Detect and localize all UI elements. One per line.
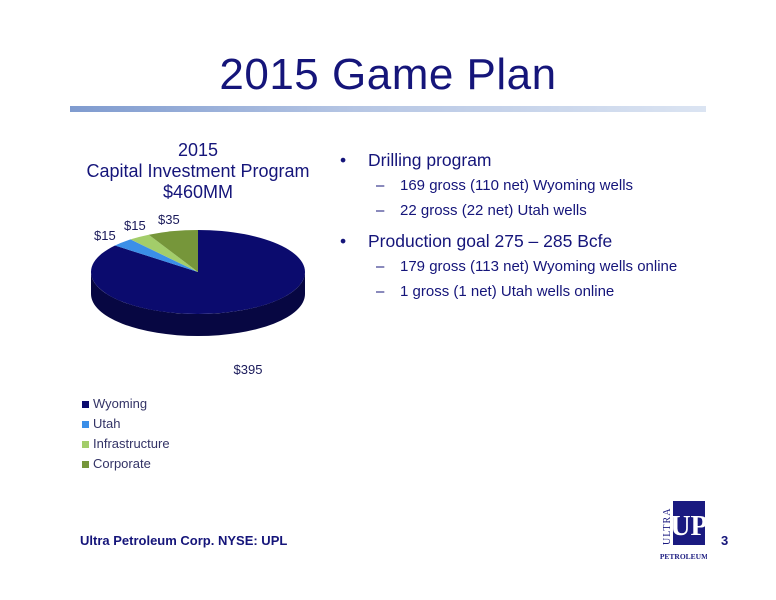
title-divider xyxy=(70,106,706,112)
logo-petroleum-text: PETROLEUM xyxy=(660,552,707,561)
footer-company: Ultra Petroleum Corp. NYSE: UPL xyxy=(80,533,288,548)
page-number: 3 xyxy=(721,533,729,548)
bullet-item: • Drilling program xyxy=(340,150,760,171)
legend-item-wyoming: Wyoming xyxy=(82,394,170,414)
pie-slice-side-wyoming xyxy=(91,272,305,336)
legend-label-infrastructure: Infrastructure xyxy=(93,436,170,451)
bullet-text: Production goal 275 – 285 Bcfe xyxy=(368,231,613,251)
bullet-item: • Production goal 275 – 285 Bcfe xyxy=(340,231,760,252)
pie-slice-infrastructure xyxy=(130,234,198,272)
slide-title: 2015 Game Plan xyxy=(219,50,557,99)
sub-bullet-text: 179 gross (113 net) Wyoming wells online xyxy=(400,258,678,275)
sub-bullet-text: 169 gross (110 net) Wyoming wells xyxy=(400,177,634,194)
legend-swatch-utah xyxy=(82,420,89,428)
pie-slice-utah xyxy=(114,239,198,272)
sub-bullet-text: 22 gross (22 net) Utah wells xyxy=(400,202,587,219)
legend-item-corporate: Corporate xyxy=(82,454,170,474)
pie-chart: $395 $15 $15 $35 xyxy=(91,212,305,377)
sub-bullet-item: – 22 gross (22 net) Utah wells xyxy=(376,202,760,219)
chart-legend: Wyoming Utah Infrastructure Corporate xyxy=(82,394,170,474)
company-logo: ULTRA UP PETROLEUM xyxy=(659,497,707,563)
data-label-corporate: $35 xyxy=(158,212,180,227)
sub-bullet-item: – 169 gross (110 net) Wyoming wells xyxy=(376,177,760,194)
dash-icon: – xyxy=(376,283,385,300)
sub-bullet-item: – 179 gross (113 net) Wyoming wells onli… xyxy=(376,258,760,275)
data-label-wyoming: $395 xyxy=(234,362,263,377)
bullet-group-production: • Production goal 275 – 285 Bcfe – 179 g… xyxy=(340,231,760,300)
bullet-list: • Drilling program – 169 gross (110 net)… xyxy=(340,150,760,312)
bullet-dot-icon: • xyxy=(340,231,347,251)
dash-icon: – xyxy=(376,177,385,194)
bullet-text: Drilling program xyxy=(368,150,492,170)
legend-swatch-wyoming xyxy=(82,400,89,408)
dash-icon: – xyxy=(376,258,385,275)
sub-bullet-text: 1 gross (1 net) Utah wells online xyxy=(400,283,615,300)
chart-title-line-2: Capital Investment Program xyxy=(86,161,310,181)
bullet-dot-icon: • xyxy=(340,150,347,170)
bullet-group-drilling: • Drilling program – 169 gross (110 net)… xyxy=(340,150,760,219)
legend-label-corporate: Corporate xyxy=(93,456,151,471)
logo-ultra-text: ULTRA xyxy=(662,508,673,545)
chart-title-line-1: 2015 xyxy=(177,140,219,160)
chart-title: 2015 Capital Investment Program $460MM xyxy=(78,140,318,203)
chart-title-line-3: $460MM xyxy=(162,182,234,202)
legend-label-utah: Utah xyxy=(93,416,121,431)
legend-swatch-corporate xyxy=(82,460,89,468)
legend-item-utah: Utah xyxy=(82,414,170,434)
pie-slice-corporate xyxy=(148,230,198,272)
legend-swatch-infrastructure xyxy=(82,440,89,448)
data-label-infrastructure: $15 xyxy=(124,218,146,233)
legend-item-infrastructure: Infrastructure xyxy=(82,434,170,454)
dash-icon: – xyxy=(376,202,385,219)
sub-bullet-item: – 1 gross (1 net) Utah wells online xyxy=(376,283,760,300)
data-label-utah: $15 xyxy=(94,228,116,243)
legend-label-wyoming: Wyoming xyxy=(93,396,148,411)
logo-up-mark: UP xyxy=(670,511,707,542)
